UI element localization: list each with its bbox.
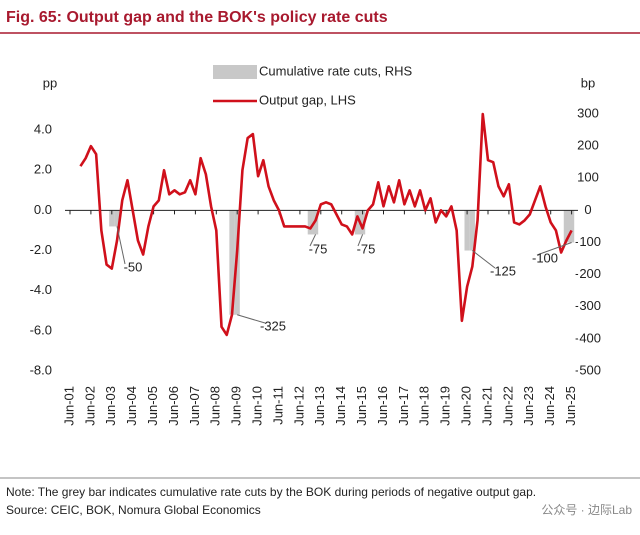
y2-tick-label: -400: [575, 330, 601, 345]
leader-line: [536, 242, 572, 256]
y-tick-label: 4.0: [34, 122, 52, 137]
data-label: -100: [532, 250, 558, 265]
x-tick-label: Jun-11: [270, 386, 285, 425]
bar: [563, 210, 569, 243]
x-tick-label: Jun-23: [521, 386, 536, 426]
x-tick-label: Jun-15: [354, 386, 369, 426]
bar: [229, 210, 235, 315]
x-tick-label: Jun-06: [166, 386, 181, 426]
y-tick-label: 0.0: [34, 202, 52, 217]
legend-label: Cumulative rate cuts, RHS: [259, 63, 412, 78]
x-tick-label: Jun-08: [208, 386, 223, 426]
x-tick-label: Jun-04: [124, 386, 139, 426]
y-tick-label: 2.0: [34, 162, 52, 177]
x-tick-label: Jun-05: [145, 386, 160, 426]
x-tick-label: Jun-16: [375, 386, 390, 426]
x-tick-label: Jun-12: [291, 386, 306, 426]
bar: [568, 210, 575, 243]
bar: [359, 210, 366, 235]
y-tick-label: -8.0: [30, 362, 52, 377]
x-tick-label: Jun-21: [479, 386, 494, 426]
y2-tick-label: -500: [575, 362, 601, 377]
y-tick-label: -2.0: [30, 242, 52, 257]
data-label: -325: [260, 318, 286, 333]
x-tick-label: Jun-20: [459, 386, 474, 426]
watermark: 公众号 · 边际Lab: [541, 503, 632, 517]
leader-line: [237, 314, 266, 324]
x-tick-label: Jun-07: [187, 386, 202, 426]
x-tick-label: Jun-24: [542, 386, 557, 426]
line: [79, 112, 573, 337]
x-tick-label: Jun-03: [103, 386, 118, 426]
leader-line: [309, 234, 317, 247]
x-tick-label: Jun-09: [229, 386, 244, 426]
bar: [464, 210, 470, 251]
x-tick-label: Jun-17: [396, 386, 411, 426]
data-label: -125: [490, 263, 516, 278]
y2-tick-label: 300: [577, 105, 599, 120]
y2-tick-label: 100: [577, 170, 599, 185]
data-label: -50: [124, 259, 143, 274]
y2-tick-label: -100: [575, 234, 601, 249]
bar: [307, 210, 313, 235]
x-tick-label: Jun-19: [438, 386, 453, 426]
x-tick-label: Jun-01: [61, 386, 76, 426]
y-tick-label: -6.0: [30, 322, 52, 337]
chart-title: Fig. 65: Output gap and the BOK's policy…: [6, 9, 388, 26]
legend-swatch: [213, 65, 257, 79]
x-tick-label: Jun-02: [82, 386, 97, 426]
y-tick-label: -4.0: [30, 282, 52, 297]
source: Source: CEIC, BOK, Nomura Global Economi…: [6, 503, 261, 517]
x-tick-label: Jun-13: [312, 386, 327, 426]
x-tick-label: Jun-25: [563, 386, 578, 426]
bar: [114, 210, 120, 227]
y2-tick-label: -300: [575, 298, 601, 313]
x-tick-label: Jun-22: [500, 386, 515, 426]
y2-tick-label: 0: [584, 202, 591, 217]
data-label: -75: [309, 241, 328, 256]
x-tick-label: Jun-14: [333, 386, 348, 426]
data-label: -75: [357, 241, 376, 256]
x-tick-label: Jun-18: [417, 386, 432, 426]
leader-line: [116, 226, 126, 265]
leader-line: [472, 250, 496, 269]
y2-tick-label: -200: [575, 266, 601, 281]
note: Note: The grey bar indicates cumulative …: [6, 485, 536, 499]
bar: [109, 210, 115, 227]
bar: [354, 210, 360, 235]
bar: [469, 210, 475, 251]
legend-label: Output gap, LHS: [259, 92, 356, 107]
y2-tick-label: 200: [577, 138, 599, 153]
leader-line: [357, 234, 364, 247]
x-tick-label: Jun-10: [250, 386, 265, 426]
y-axis-label: pp: [43, 75, 57, 90]
y2-axis-label: bp: [581, 75, 595, 90]
